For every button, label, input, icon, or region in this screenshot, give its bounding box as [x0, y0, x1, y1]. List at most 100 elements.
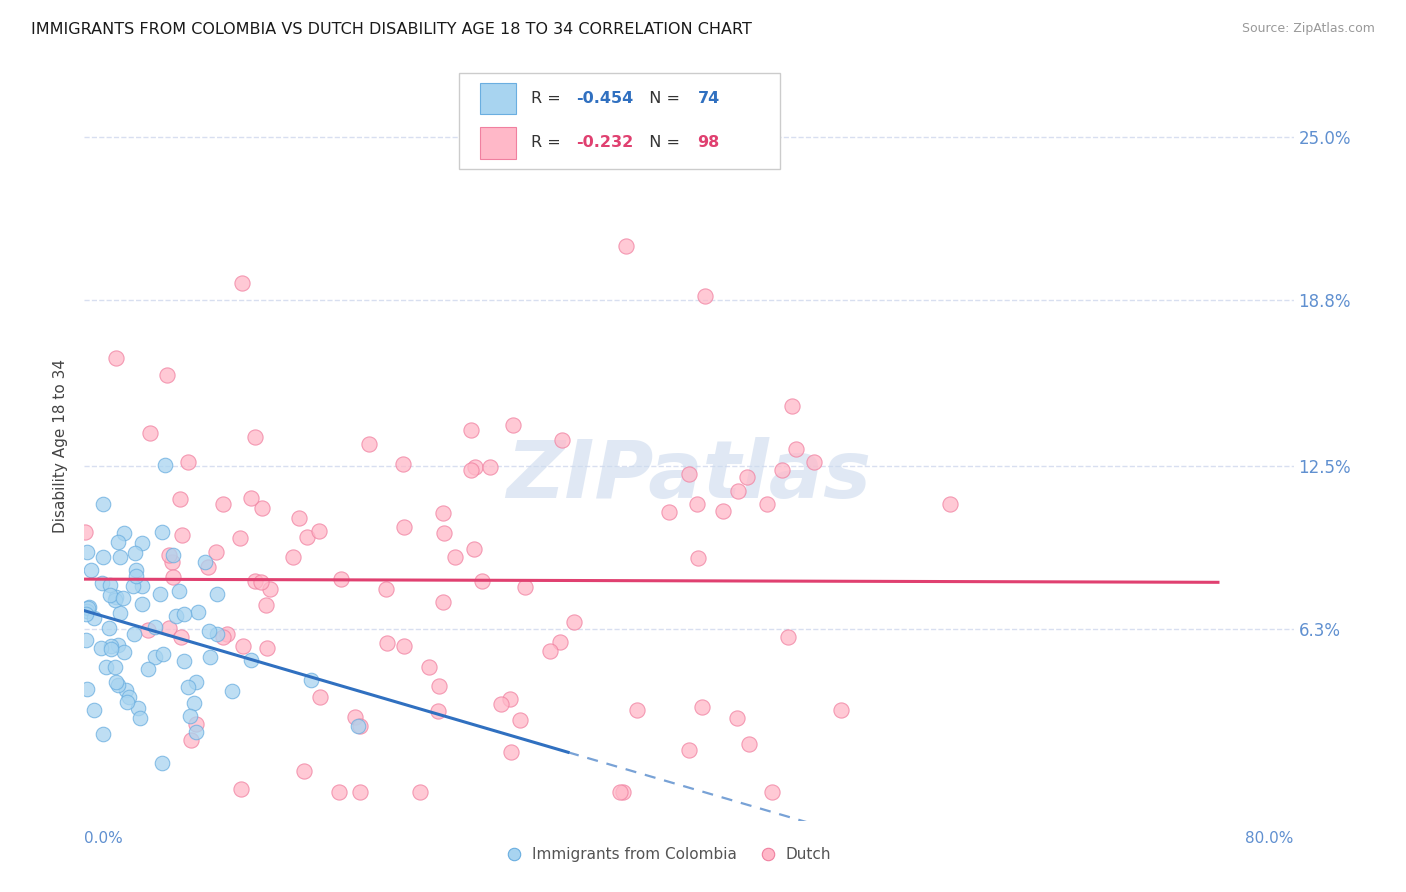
Text: 80.0%: 80.0%: [1246, 831, 1294, 847]
Point: [243, 429, 266, 443]
Point: [250, 501, 273, 516]
Point: [143, 649, 166, 664]
Point: [725, 711, 748, 725]
Point: [688, 550, 710, 565]
Point: [551, 433, 574, 447]
Point: [143, 619, 166, 633]
Point: [349, 718, 371, 732]
Point: [329, 572, 352, 586]
Point: [184, 674, 207, 689]
Point: [98, 577, 121, 591]
Point: [76, 682, 98, 697]
Point: [108, 549, 131, 564]
Point: [228, 531, 250, 545]
Point: [392, 520, 415, 534]
FancyBboxPatch shape: [460, 73, 780, 169]
Point: [212, 630, 235, 644]
Point: [328, 785, 350, 799]
Point: [433, 526, 456, 541]
Point: [609, 785, 631, 799]
Point: [105, 675, 128, 690]
Point: [138, 623, 160, 637]
Point: [426, 704, 449, 718]
Text: ZIPatlas: ZIPatlas: [506, 437, 872, 515]
Point: [254, 598, 277, 612]
Point: [107, 638, 129, 652]
Point: [157, 622, 180, 636]
Point: [550, 634, 572, 648]
Point: [173, 607, 195, 621]
Point: [180, 732, 202, 747]
Point: [374, 582, 396, 597]
Point: [149, 587, 172, 601]
Point: [243, 574, 266, 588]
Point: [100, 641, 122, 656]
Point: [76, 604, 98, 618]
Point: [761, 785, 783, 799]
Point: [127, 701, 149, 715]
Point: [169, 630, 191, 644]
Point: [184, 725, 207, 739]
Text: 98: 98: [697, 136, 720, 151]
Point: [124, 546, 146, 560]
Point: [727, 484, 749, 499]
Point: [169, 491, 191, 506]
Point: [122, 627, 145, 641]
Point: [105, 351, 128, 366]
Point: [194, 555, 217, 569]
Point: [658, 505, 681, 519]
Point: [392, 458, 415, 472]
Point: [107, 678, 129, 692]
Point: [359, 436, 381, 450]
Point: [259, 582, 281, 597]
Text: 74: 74: [697, 91, 720, 106]
Point: [114, 683, 136, 698]
Point: [172, 527, 194, 541]
Point: [76, 544, 98, 558]
Point: [562, 615, 585, 629]
Text: -0.454: -0.454: [576, 91, 634, 106]
Point: [173, 654, 195, 668]
Point: [104, 590, 127, 604]
Point: [464, 460, 486, 475]
Point: [463, 541, 485, 556]
Point: [131, 597, 153, 611]
Point: [678, 467, 700, 482]
Point: [499, 745, 522, 759]
Point: [75, 524, 97, 539]
Text: N =: N =: [640, 91, 686, 106]
Point: [460, 463, 482, 477]
Point: [83, 611, 105, 625]
Point: [250, 574, 273, 589]
Point: [240, 491, 263, 505]
Point: [444, 550, 467, 565]
Point: [77, 601, 100, 615]
Point: [104, 592, 127, 607]
Point: [626, 703, 648, 717]
Point: [131, 579, 153, 593]
Point: [780, 399, 803, 413]
Point: [121, 579, 143, 593]
Point: [301, 673, 323, 688]
Point: [538, 644, 561, 658]
Text: R =: R =: [530, 91, 565, 106]
Text: N =: N =: [640, 136, 686, 151]
Point: [283, 550, 305, 565]
Point: [183, 696, 205, 710]
Point: [288, 510, 311, 524]
Point: [131, 535, 153, 549]
Point: [695, 289, 717, 303]
Point: [115, 694, 138, 708]
Point: [392, 640, 415, 654]
Point: [830, 703, 852, 717]
Point: [205, 626, 228, 640]
Text: Dutch: Dutch: [786, 847, 831, 862]
Point: [75, 632, 97, 647]
Point: [432, 594, 454, 608]
Point: [515, 580, 537, 594]
Point: [125, 563, 148, 577]
Point: [295, 530, 318, 544]
Point: [803, 455, 825, 469]
Point: [150, 756, 173, 770]
Point: [98, 621, 121, 635]
